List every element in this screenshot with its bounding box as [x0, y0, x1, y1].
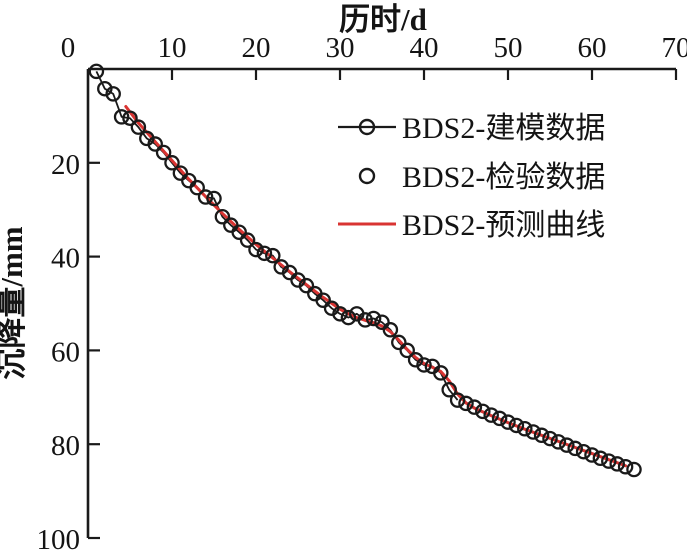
legend-open-circle-icon — [358, 167, 376, 185]
validation-data-point — [592, 450, 609, 467]
validation-data-point — [533, 427, 550, 444]
modeling-data-point — [214, 208, 231, 225]
validation-data-point — [500, 414, 516, 430]
modeling-data-point — [256, 245, 273, 262]
validation-data-point — [458, 395, 474, 412]
x-tick-label: 0 — [61, 32, 76, 64]
validation-data-point — [575, 443, 592, 460]
legend-label-modeling-data: BDS2-建模数据 — [402, 112, 605, 145]
validation-data-point — [508, 417, 525, 434]
modeling-data-point — [449, 392, 466, 408]
y-tick-label: 80 — [51, 430, 80, 462]
modeling-data-point — [332, 306, 348, 322]
modeling-data-point — [206, 190, 222, 207]
modeling-data-point — [97, 80, 113, 97]
modeling-data-point — [189, 179, 205, 196]
modeling-data-point — [155, 144, 172, 161]
validation-data-point — [567, 440, 583, 457]
modeling-data-point — [407, 352, 424, 368]
validation-data-point — [542, 430, 558, 447]
modeling-data-point — [130, 119, 147, 135]
validation-data-point — [475, 403, 491, 420]
validation-data-point — [559, 437, 575, 453]
legend-label-prediction-curve: BDS2-预测曲线 — [402, 209, 605, 242]
y-axis-title: 沉降量/mm — [0, 226, 29, 379]
x-tick-label: 70 — [662, 32, 687, 64]
validation-data-point — [491, 410, 508, 427]
data-series — [88, 63, 642, 478]
y-tick-label: 40 — [51, 243, 80, 275]
validation-data-point — [609, 456, 625, 472]
modeling-data-point — [265, 247, 281, 264]
x-tick-label: 60 — [578, 32, 607, 64]
x-tick-label: 10 — [158, 32, 187, 64]
y-tick-label: 20 — [51, 149, 80, 181]
y-tick-label: 60 — [51, 336, 80, 368]
validation-data-point — [601, 453, 617, 469]
legend-label-validation-data: BDS2-检验数据 — [402, 161, 605, 194]
validation-data-point — [466, 399, 483, 415]
legend: BDS2-建模数据 BDS2-检验数据 BDS2-预测曲线 — [338, 112, 605, 242]
validation-data-point — [584, 447, 600, 463]
modeling-data-point — [357, 312, 373, 328]
legend-item-modeling-data: BDS2-建模数据 — [338, 112, 605, 145]
x-tick-label: 20 — [242, 32, 271, 64]
modeling-data-point — [399, 342, 415, 359]
modeling-data-point — [164, 155, 180, 171]
modeling-data-point — [231, 224, 247, 240]
modeling-data-point — [239, 232, 256, 248]
modeling-data-point — [105, 86, 121, 102]
modeling-data-point — [340, 309, 357, 326]
validation-data-point — [483, 407, 499, 423]
validation-data-point — [617, 458, 634, 475]
legend-item-prediction-curve: BDS2-预测曲线 — [338, 209, 605, 242]
modeling-data-point — [248, 241, 264, 258]
x-tick-label: 50 — [494, 32, 523, 64]
x-tick-label: 30 — [326, 32, 355, 64]
validation-data-point — [517, 420, 533, 437]
modeling-data-point — [416, 357, 432, 373]
y-tick-label: 100 — [37, 524, 81, 553]
legend-open-circle-icon — [358, 118, 376, 136]
modeling-data-point — [122, 110, 138, 126]
modeling-data-point — [391, 334, 407, 351]
x-tick-label: 40 — [410, 32, 439, 64]
x-axis-title: 历时/d — [339, 2, 427, 37]
validation-data-point — [626, 461, 642, 478]
modeling-data-point — [113, 109, 130, 125]
modeling-data-point — [365, 310, 382, 327]
validation-data-point — [525, 424, 541, 440]
modeling-data-point — [197, 189, 214, 205]
modeling-data-point — [382, 322, 399, 338]
modeling-data-point — [315, 292, 331, 308]
axes: 0 10 20 30 40 50 60 70 20 40 60 80 100 — [37, 32, 687, 553]
modeling-data-point — [441, 382, 457, 398]
validation-data-point — [550, 434, 567, 450]
legend-item-validation-data: BDS2-检验数据 — [358, 161, 605, 194]
modeling-data-point — [433, 365, 449, 381]
modeling-data-point — [147, 136, 163, 152]
modeling-data-point — [298, 277, 315, 294]
modeling-data-point — [88, 63, 105, 80]
